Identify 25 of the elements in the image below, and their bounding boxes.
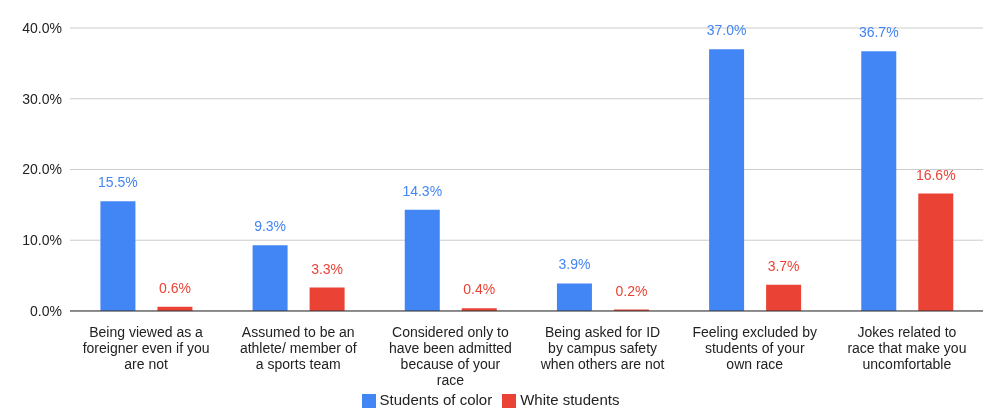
data-label: 3.7% [767,257,800,274]
data-label: 37.0% [706,22,747,39]
y-tick-label: 20.0% [22,161,62,178]
data-label: 9.3% [254,218,287,235]
x-tick-label: Jokes related to race that make you uncomfortable [847,323,967,372]
data-label: 0.2% [615,282,648,299]
x-tick-label: Feeling excluded by students of your own race [692,323,818,372]
legend-label: Students of color [379,390,493,408]
y-tick-label: 0.0% [30,302,62,319]
y-tick-label: 10.0% [22,232,62,249]
data-label: 0.6% [158,279,191,296]
x-tick-label: Being asked for ID by campus safety when others are not [539,323,665,372]
data-label: 36.7% [858,24,899,41]
data-label: 3.3% [311,260,344,277]
x-tick-label: Assumed to be an athlete/ member of a sports team [239,323,357,372]
data-label: 14.3% [402,182,443,199]
data-label: 0.4% [463,281,496,298]
y-tick-label: 30.0% [22,90,62,107]
x-tick-label: Being viewed as a foreigner even if you are not [82,323,210,372]
legend-label: White students [520,390,620,408]
data-label: 16.6% [915,166,956,183]
x-tick-label: Considered only to have been admitted because of your race [388,323,512,388]
data-label: 15.5% [98,174,138,191]
y-tick-label: 40.0% [22,19,62,36]
data-label: 3.9% [558,256,591,273]
